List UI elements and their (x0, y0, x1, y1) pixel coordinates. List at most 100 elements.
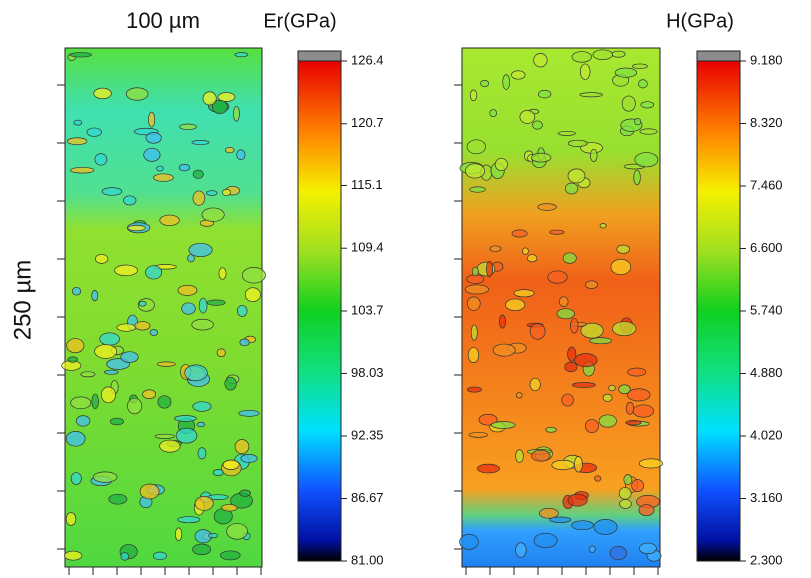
contour-blob (459, 533, 479, 550)
contour-blob (174, 415, 197, 422)
contour-blob (511, 70, 526, 80)
contour-blob (218, 267, 227, 280)
contour-blob (545, 426, 557, 433)
contour-blob (592, 49, 613, 60)
contour-blob (238, 409, 260, 417)
contour-blob (594, 475, 602, 482)
contour-blob (198, 297, 208, 314)
contour-blob (464, 284, 489, 295)
contour-blob (467, 347, 480, 364)
contour-blob (505, 298, 526, 312)
contour-blob (202, 91, 217, 106)
contour-blob (69, 52, 92, 58)
contour-blob (574, 456, 583, 473)
contour-blob (584, 419, 599, 434)
contour-blob (621, 95, 636, 112)
contour-blob (537, 203, 557, 211)
colorbar-cap (696, 50, 741, 62)
contour-blob (201, 207, 225, 222)
contour-blob (154, 433, 175, 439)
contour-blob (580, 322, 604, 339)
contour-blob (513, 289, 535, 298)
contour-blob (234, 52, 249, 58)
contour-blob (618, 384, 631, 395)
contour-blob (561, 393, 574, 407)
colorbar-tick-label: 92.35 (351, 427, 384, 442)
contour-blob (466, 386, 482, 393)
contour-blob (159, 214, 180, 226)
contour-blob (159, 439, 181, 453)
colorbar-title: H(GPa) (666, 10, 734, 32)
contour-blob (67, 356, 78, 363)
contour-blob (184, 364, 208, 382)
contour-blob (221, 503, 238, 512)
contour-blob (206, 299, 226, 306)
contour-blob (567, 346, 577, 362)
contour-blob (225, 146, 235, 154)
colorbar-tick-label: 7.460 (750, 177, 783, 192)
contour-texture (61, 49, 663, 562)
contour-blob (73, 119, 83, 126)
contour-blob (125, 87, 149, 101)
contour-blob (598, 414, 617, 428)
contour-blob (564, 182, 579, 195)
contour-blob (511, 229, 528, 238)
contour-blob (104, 369, 119, 375)
contour-blob (75, 415, 91, 427)
contour-blob (515, 449, 524, 463)
contour-blob (194, 496, 214, 511)
contour-blob (120, 552, 130, 561)
contour-blob (206, 190, 218, 196)
contour-blob (177, 284, 198, 296)
contour-blob (574, 353, 598, 368)
contour-blob (632, 63, 648, 69)
contour-blob (589, 337, 613, 345)
contour-blob (99, 332, 120, 346)
contour-blob (491, 421, 516, 429)
contour-blob (127, 397, 143, 415)
contour-blob (222, 188, 231, 197)
contour-blob (585, 280, 599, 289)
colorbar-tick-label: 9.180 (750, 52, 783, 67)
contour-blob (527, 254, 538, 263)
contour-blob (537, 89, 552, 99)
colorbar-tick-label: 2.300 (750, 552, 783, 567)
contour-blob (142, 389, 157, 400)
contour-blob (549, 516, 572, 523)
contour-blob (549, 229, 565, 235)
colorbar-tick-label: 3.160 (750, 490, 783, 505)
contour-blob (145, 132, 162, 144)
contour-blob (70, 396, 92, 410)
contour-blob (236, 304, 248, 317)
contour-blob (148, 111, 156, 128)
colorbar-tick-label: 103.7 (351, 302, 384, 317)
contour-blob (572, 382, 596, 388)
contour-blob (476, 463, 500, 474)
contour-blob (626, 388, 651, 402)
contour-blob (240, 454, 258, 463)
contour-blob (67, 137, 88, 146)
contour-blob (547, 270, 568, 284)
contour-blob (226, 523, 248, 540)
contour-blob (208, 533, 219, 539)
contour-blob (236, 149, 246, 161)
contour-blob (633, 169, 641, 186)
contour-blob (178, 163, 191, 172)
contour-blob (468, 431, 488, 438)
contour-blob (123, 195, 137, 206)
contour-blob (611, 50, 626, 58)
contour-blob (529, 377, 541, 392)
contour-blob (66, 338, 85, 354)
contour-blob (239, 338, 250, 347)
contour-blob (609, 545, 627, 561)
contour-blob (192, 169, 204, 179)
contour-blob (590, 148, 598, 162)
contour-blob (625, 401, 635, 415)
contour-blob (86, 127, 102, 137)
contour-blob (489, 109, 497, 118)
contour-blob (502, 74, 511, 90)
contour-blob (470, 324, 478, 341)
contour-blob (539, 507, 559, 519)
colorbar-tick-label: 126.4 (351, 52, 384, 67)
